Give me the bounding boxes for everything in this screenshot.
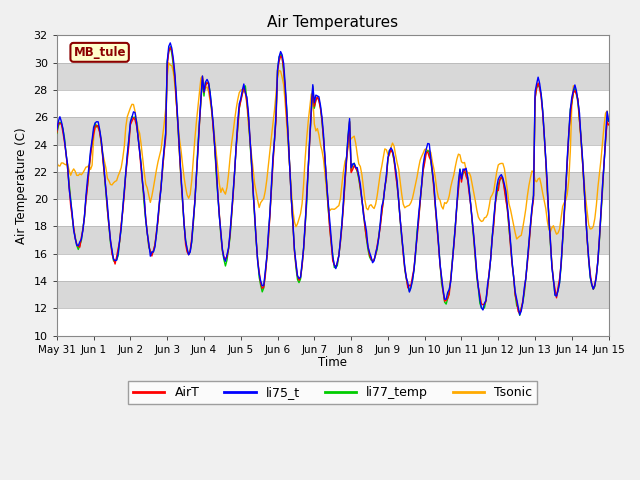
Text: MB_tule: MB_tule <box>74 46 126 59</box>
AirT <box>399 252 407 257</box>
Tsonic <box>369 204 376 210</box>
li75_t <box>166 40 174 46</box>
li77_temp <box>68 214 76 220</box>
X-axis label: Time: Time <box>318 356 348 369</box>
Bar <box>57 254 609 281</box>
Tsonic <box>387 145 395 151</box>
AirT <box>369 258 376 264</box>
AirT <box>68 214 76 219</box>
Tsonic <box>513 236 520 242</box>
Bar <box>57 117 609 144</box>
li75_t <box>605 118 612 124</box>
li77_temp <box>369 258 376 264</box>
Line: Tsonic: Tsonic <box>57 63 609 239</box>
Line: AirT: AirT <box>57 48 609 313</box>
AirT <box>387 147 395 153</box>
Tsonic <box>68 168 76 174</box>
li75_t <box>156 198 163 204</box>
Line: li75_t: li75_t <box>57 43 609 315</box>
AirT <box>166 45 174 50</box>
li75_t <box>369 260 376 265</box>
Bar <box>57 199 609 227</box>
li77_temp <box>156 200 163 206</box>
AirT <box>540 132 548 138</box>
li77_temp <box>516 312 524 318</box>
Bar <box>57 144 609 172</box>
li75_t <box>53 127 61 133</box>
Tsonic <box>399 201 407 207</box>
li77_temp <box>605 118 612 124</box>
Tsonic <box>540 198 548 204</box>
Tsonic <box>605 117 612 123</box>
Bar <box>57 90 609 117</box>
AirT <box>605 122 612 128</box>
Legend: AirT, li75_t, li77_temp, Tsonic: AirT, li75_t, li77_temp, Tsonic <box>128 382 537 405</box>
li77_temp <box>53 131 61 136</box>
li75_t <box>540 132 548 137</box>
Bar <box>57 172 609 199</box>
Bar <box>57 308 609 336</box>
li75_t <box>68 210 76 216</box>
AirT <box>516 311 524 316</box>
li75_t <box>399 249 407 254</box>
Bar <box>57 227 609 254</box>
Line: li77_temp: li77_temp <box>57 47 609 315</box>
li77_temp <box>166 44 174 49</box>
Tsonic <box>53 160 61 166</box>
li77_temp <box>399 248 407 253</box>
AirT <box>156 198 163 204</box>
li77_temp <box>540 132 548 138</box>
Y-axis label: Air Temperature (C): Air Temperature (C) <box>15 127 28 244</box>
li75_t <box>387 145 395 151</box>
Bar <box>57 62 609 90</box>
Bar <box>57 36 609 62</box>
AirT <box>53 130 61 135</box>
Tsonic <box>165 60 173 66</box>
li77_temp <box>387 148 395 154</box>
li75_t <box>516 312 524 318</box>
Bar <box>57 281 609 308</box>
Title: Air Temperatures: Air Temperatures <box>267 15 398 30</box>
Tsonic <box>156 153 163 158</box>
